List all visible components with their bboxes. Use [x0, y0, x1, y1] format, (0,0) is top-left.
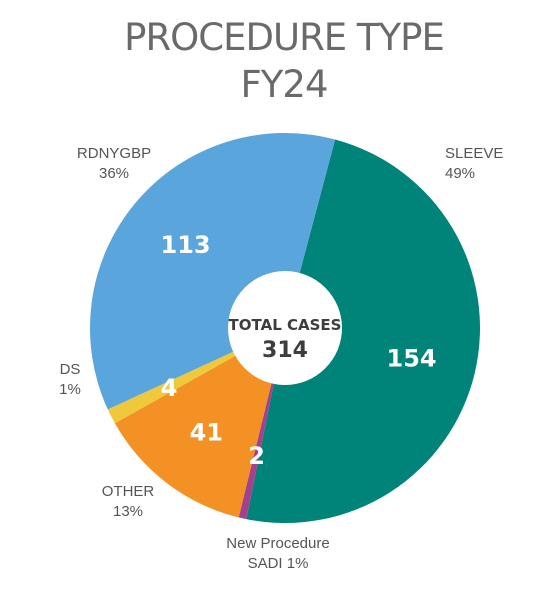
center-total-value: 314: [262, 338, 308, 363]
outer-label-ds: DS 1%: [59, 361, 81, 398]
pie-value-labels: 154 2 41 4 113: [161, 231, 437, 470]
center-total-label: TOTAL CASES: [229, 316, 342, 334]
outer-label-rdnygbp: RDNYGBP 36%: [77, 145, 151, 182]
outer-label-sleeve: SLEEVE 49%: [445, 145, 503, 182]
value-label-ds: 4: [161, 374, 178, 402]
slice-sleeve: [246, 139, 481, 524]
value-label-sleeve: 154: [387, 345, 437, 373]
pie-outer-labels: SLEEVE 49% New Procedure SADI 1% OTHER 13% DS 1…: [59, 145, 503, 572]
value-label-sadi: 2: [248, 442, 265, 470]
donut-center: [228, 271, 342, 385]
chart-title-line-1: PROCEDURE TYPE: [124, 16, 444, 59]
value-label-rdnygbp: 113: [161, 231, 211, 259]
slice-other: [114, 328, 285, 518]
slice-rdnygbp: [89, 132, 336, 410]
outer-label-sadi: New Procedure SADI 1%: [226, 535, 329, 572]
outer-label-other: OTHER 13%: [102, 483, 155, 520]
value-label-other: 41: [190, 418, 223, 446]
chart-title-line-2: FY24: [241, 63, 328, 106]
pie-slices: [89, 132, 481, 524]
